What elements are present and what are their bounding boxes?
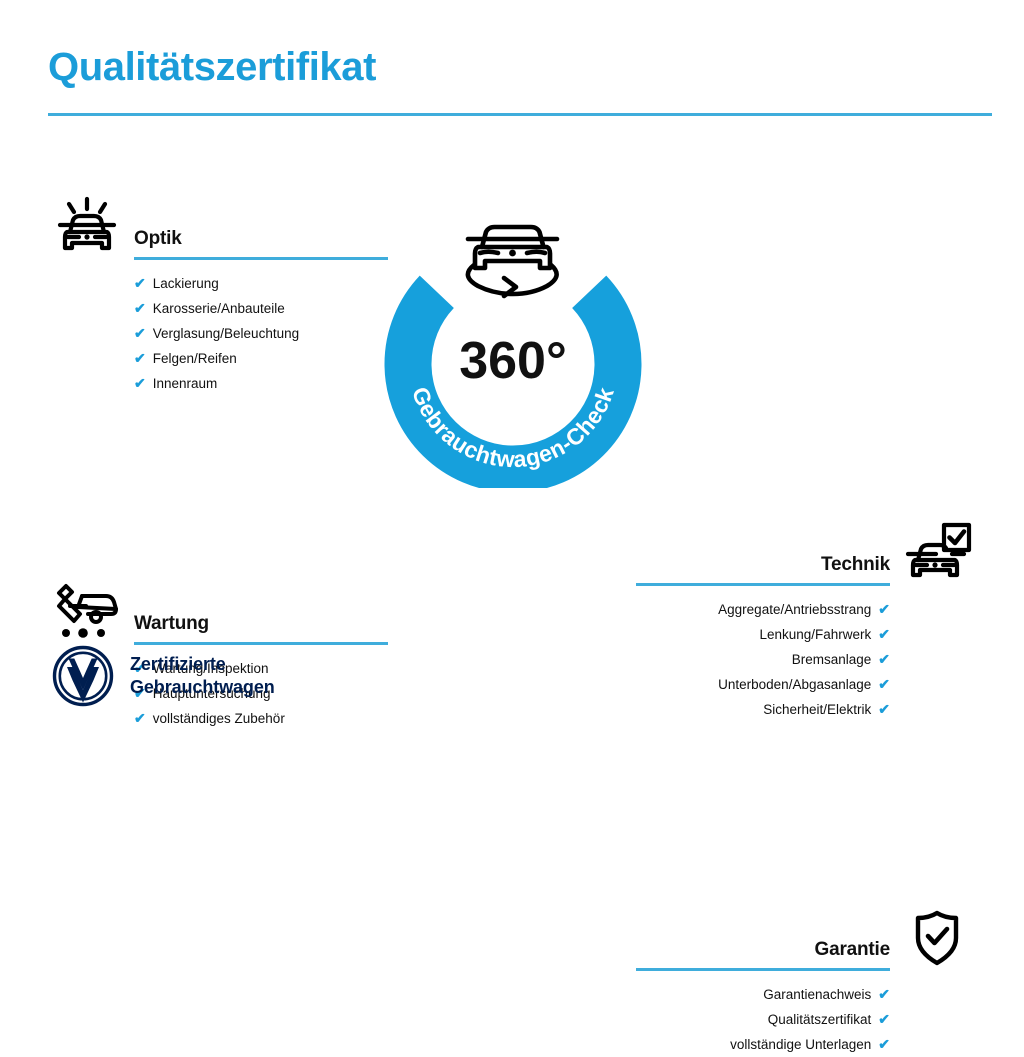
list-item-label: Wartung/Inspektion	[152, 661, 269, 676]
list-item: Garantienachweis ✔	[636, 982, 890, 1007]
list-item-label: Sicherheit/Elektrik	[763, 702, 872, 717]
section-garantie-divider	[636, 968, 890, 971]
list-item: ✔ Karosserie/Anbauteile	[134, 296, 388, 321]
check-icon: ✔	[878, 701, 890, 717]
section-technik-header: Technik	[636, 522, 976, 586]
check-icon: ✔	[134, 660, 146, 676]
check-icon: ✔	[878, 1036, 890, 1052]
list-item-label: Innenraum	[152, 376, 218, 391]
section-wartung-divider	[134, 642, 388, 645]
list-item-label: Aggregate/Antriebsstrang	[718, 602, 872, 617]
section-garantie-list: Garantienachweis ✔ Qualitätszertifikat ✔ v…	[636, 982, 890, 1057]
car-shine-icon	[52, 196, 122, 258]
list-item-label: vollständiges Zubehör	[152, 711, 285, 726]
check-icon: ✔	[878, 651, 890, 667]
list-item: ✔ Wartung/Inspektion	[134, 656, 388, 681]
list-item: vollständige Unterlagen ✔	[636, 1032, 890, 1057]
check-icon: ✔	[134, 325, 146, 341]
list-item-label: Hauptuntersuchung	[152, 686, 271, 701]
check-icon: ✔	[134, 350, 146, 366]
check-icon: ✔	[878, 626, 890, 642]
section-wartung-list: ✔ Wartung/Inspektion ✔ Hauptuntersuchung ✔…	[134, 656, 388, 731]
page-header: Qualitätszertifikat	[48, 44, 992, 116]
list-item-label: Lenkung/Fahrwerk	[759, 627, 872, 642]
page-title: Qualitätszertifikat	[48, 45, 377, 89]
list-item: Unterboden/Abgasanlage ✔	[636, 672, 890, 697]
list-item-label: vollständige Unterlagen	[730, 1037, 872, 1052]
volkswagen-logo	[52, 645, 114, 707]
list-item: ✔ vollständiges Zubehör	[134, 706, 388, 731]
section-wartung: Wartung ✔ Wartung/Inspektion ✔ Hauptunters…	[48, 584, 388, 731]
list-item-label: Lackierung	[152, 276, 219, 291]
list-item: Aggregate/Antriebsstrang ✔	[636, 597, 890, 622]
section-technik-title: Technik	[821, 554, 890, 575]
car-rotate-icon	[465, 224, 560, 299]
list-item-label: Garantienachweis	[763, 987, 872, 1002]
check-icon: ✔	[134, 710, 146, 726]
badge-360-gebrauchtwagen-check: 360° Gebrauchtwagen-Check	[372, 196, 654, 488]
list-item-label: Verglasung/Beleuchtung	[152, 326, 300, 341]
list-item: Bremsanlage ✔	[636, 647, 890, 672]
brand-wordmark-line2: Gebrauchtwagen	[130, 677, 275, 697]
section-optik: Optik ✔ Lackierung ✔ Karosserie/Anbauteile…	[48, 196, 388, 396]
check-icon: ✔	[134, 275, 146, 291]
brand-wordmark-line1: Zertifizierte	[130, 654, 226, 674]
list-item-label: Unterboden/Abgasanlage	[718, 677, 872, 692]
header-divider	[48, 113, 992, 116]
list-item: ✔ Felgen/Reifen	[134, 346, 388, 371]
list-item: ✔ Lackierung	[134, 271, 388, 296]
shield-check-icon	[902, 907, 972, 969]
check-icon: ✔	[134, 685, 146, 701]
badge-center-label: 360°	[459, 332, 567, 390]
section-garantie-header: Garantie	[636, 910, 976, 971]
list-item: ✔ Verglasung/Beleuchtung	[134, 321, 388, 346]
check-icon: ✔	[878, 1011, 890, 1027]
car-service-icon	[52, 581, 122, 643]
section-technik-divider	[636, 583, 890, 586]
list-item-label: Bremsanlage	[791, 652, 872, 667]
check-icon: ✔	[134, 300, 146, 316]
list-item: Lenkung/Fahrwerk ✔	[636, 622, 890, 647]
list-item: ✔ Innenraum	[134, 371, 388, 396]
section-garantie: Garantie Garantienachweis ✔ Qualitätszert…	[636, 910, 976, 1057]
certificate-page: Qualitätszertifikat Optik	[48, 44, 992, 1052]
check-icon: ✔	[134, 375, 146, 391]
list-item: Sicherheit/Elektrik ✔	[636, 697, 890, 722]
ring-arc	[384, 275, 642, 488]
list-item-label: Felgen/Reifen	[152, 351, 237, 366]
section-optik-list: ✔ Lackierung ✔ Karosserie/Anbauteile ✔ Verg…	[134, 271, 388, 396]
list-item-label: Karosserie/Anbauteile	[152, 301, 285, 316]
section-optik-header: Optik	[48, 196, 388, 260]
section-optik-divider	[134, 257, 388, 260]
check-icon: ✔	[878, 676, 890, 692]
section-wartung-header: Wartung	[48, 584, 388, 645]
list-item: ✔ Hauptuntersuchung	[134, 681, 388, 706]
section-garantie-title: Garantie	[814, 939, 891, 960]
list-item-label: Qualitätszertifikat	[767, 1012, 872, 1027]
check-icon: ✔	[878, 601, 890, 617]
section-technik-list: Aggregate/Antriebsstrang ✔ Lenkung/Fahrwe…	[636, 597, 890, 722]
brand-footer: Zertifizierte Gebrauchtwagen	[52, 645, 275, 707]
car-checkbox-icon	[902, 522, 972, 584]
section-optik-title: Optik	[134, 228, 182, 249]
section-technik: Technik Aggregate/Antriebsstrang ✔ Lenkun…	[636, 522, 976, 722]
section-wartung-title: Wartung	[134, 613, 209, 634]
brand-wordmark: Zertifizierte Gebrauchtwagen	[130, 653, 275, 699]
check-icon: ✔	[878, 986, 890, 1002]
list-item: Qualitätszertifikat ✔	[636, 1007, 890, 1032]
